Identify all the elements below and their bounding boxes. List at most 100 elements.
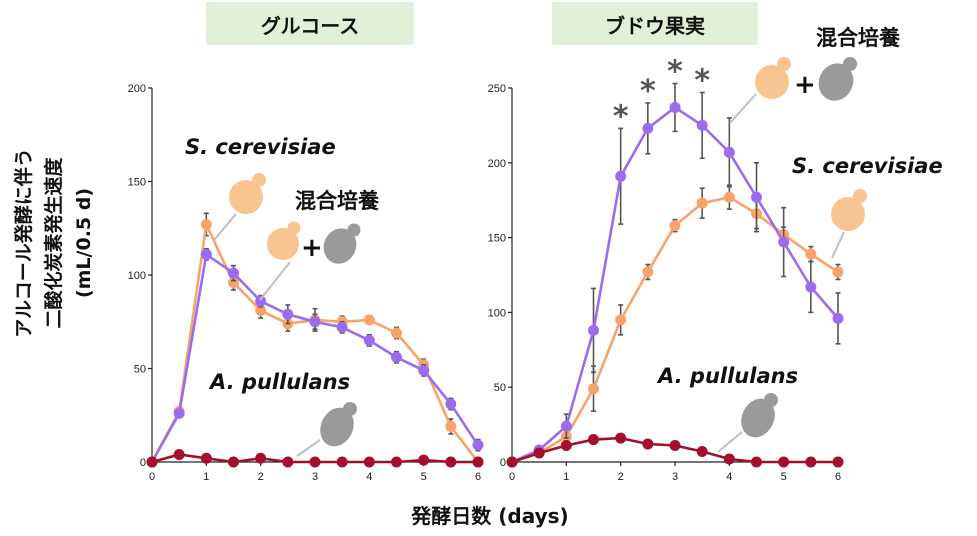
data-point <box>282 456 294 468</box>
data-point <box>560 420 572 432</box>
data-point <box>391 351 402 363</box>
x-tick-label: 4 <box>366 471 372 483</box>
pointer-a-pullulans <box>296 439 321 457</box>
data-point <box>642 438 654 450</box>
plus-sign: + <box>794 70 816 100</box>
y-tick-label: 150 <box>128 177 146 189</box>
budding-yeast-grey-icon <box>741 393 778 438</box>
x-tick-label: 2 <box>258 471 264 483</box>
budding-yeast-orange-icon <box>229 173 266 214</box>
data-point <box>445 398 457 410</box>
significance-star: * <box>640 74 656 109</box>
data-point <box>309 456 321 468</box>
data-point <box>723 191 735 203</box>
series-mixed <box>506 82 844 468</box>
x-tick-label: 1 <box>203 471 209 483</box>
x-tick-label: 3 <box>672 471 678 483</box>
y-axis-label-line3: (mL/0.5 d) <box>73 188 95 298</box>
budding-yeast-orange-icon <box>831 189 867 231</box>
data-point <box>669 440 681 452</box>
panel-glucose-title-bg <box>206 2 414 45</box>
data-point <box>751 191 762 203</box>
panel-grape: ブドウ果実 0 50 100 150 200 250 0 1 2 3 4 5 6 * * * * 混合培養 +… <box>488 2 943 483</box>
data-point <box>723 146 735 158</box>
data-point <box>472 439 484 451</box>
data-point <box>336 456 348 468</box>
data-point <box>832 266 844 278</box>
data-point <box>418 364 430 376</box>
data-point <box>146 456 158 468</box>
y-tick-label: 100 <box>488 307 506 319</box>
series-line <box>511 105 839 464</box>
label-mixed-culture: 混合培養 <box>816 26 901 50</box>
y-axis-label-line2: 二酸化炭素発生速度 <box>42 157 65 329</box>
data-point <box>336 321 348 333</box>
data-point <box>669 101 681 113</box>
y-tick-label: 50 <box>494 382 506 394</box>
pointer-mixed-culture <box>259 261 291 301</box>
data-point <box>805 456 817 468</box>
data-point <box>255 452 267 464</box>
label-mixed-culture: 混合培養 <box>295 189 380 213</box>
panel-grape-title-bg <box>552 2 758 45</box>
series-a-pullulans <box>506 432 844 468</box>
pointer-s-cerevisiae <box>831 231 845 259</box>
data-point <box>696 197 708 209</box>
data-point <box>391 327 402 339</box>
data-point <box>669 220 681 232</box>
y-tick-label: 0 <box>500 457 506 469</box>
y-tick-label: 250 <box>488 83 506 95</box>
data-point <box>255 305 267 317</box>
significance-star: * <box>613 99 629 134</box>
data-point <box>696 119 708 131</box>
data-point <box>805 281 817 293</box>
x-tick-label: 3 <box>312 471 318 483</box>
y-tick-label: 50 <box>134 364 146 376</box>
data-point <box>533 447 545 459</box>
significance-star: * <box>667 55 683 90</box>
data-point <box>642 266 654 278</box>
data-point <box>588 434 599 446</box>
x-tick-label: 2 <box>618 471 624 483</box>
data-point <box>615 170 627 182</box>
pointer-a-pullulans <box>717 431 743 453</box>
data-point <box>418 454 430 466</box>
data-point <box>445 420 457 432</box>
series-s-cerevisiae <box>506 184 844 468</box>
y-tick-label: 0 <box>140 457 146 469</box>
panel-glucose-marks <box>146 212 484 468</box>
x-tick-label: 6 <box>475 471 481 483</box>
data-point <box>832 312 844 324</box>
data-point <box>642 122 654 134</box>
data-point <box>363 314 375 326</box>
x-tick-label: 0 <box>149 471 155 483</box>
x-tick-label: 5 <box>781 471 787 483</box>
budding-yeast-grey-icon <box>323 223 361 264</box>
panel-grape-axes: 0 50 100 150 200 250 0 1 2 3 4 5 6 <box>488 83 841 483</box>
x-tick-label: 5 <box>421 471 427 483</box>
panel-grape-title: ブドウ果実 <box>605 14 705 38</box>
data-point <box>615 314 627 326</box>
data-point <box>472 456 484 468</box>
label-s-cerevisiae: S. cerevisiae <box>185 135 336 159</box>
data-point <box>255 295 267 307</box>
pointer-mixed-culture <box>729 93 757 124</box>
budding-yeast-orange-icon <box>755 57 791 99</box>
data-point <box>228 267 239 279</box>
data-point <box>615 432 627 444</box>
data-point <box>696 446 708 458</box>
data-point <box>228 456 239 468</box>
data-point <box>723 453 735 465</box>
budding-yeast-grey-icon <box>320 402 357 447</box>
data-point <box>200 219 212 231</box>
data-point <box>778 456 790 468</box>
y-tick-label: 200 <box>128 83 146 95</box>
x-tick-label: 0 <box>509 471 515 483</box>
panel-grape-marks <box>506 82 844 468</box>
label-s-cerevisiae: S. cerevisiae <box>792 154 943 178</box>
y-axis-label-line1: アルコール発酵に伴う <box>12 148 35 337</box>
plus-sign: + <box>301 233 323 263</box>
data-point <box>805 248 817 260</box>
x-tick-label: 4 <box>726 471 732 483</box>
